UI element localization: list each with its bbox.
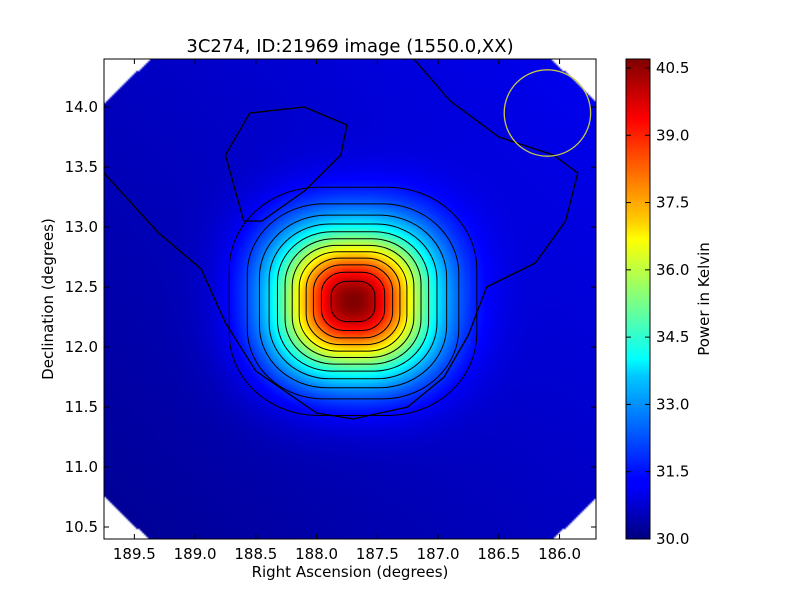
contour-line (330, 280, 376, 323)
chart-title: 3C274, ID:21969 image (1550.0,XX) (186, 36, 513, 57)
contour-line (246, 203, 460, 400)
colorbar-tick-label: 31.5 (656, 463, 689, 481)
colorbar-tick-label: 34.5 (656, 328, 689, 346)
contour-line (284, 238, 422, 365)
y-tick-label: 11.0 (65, 458, 98, 476)
contour-line-outer (104, 59, 579, 420)
x-tick-label: 189.5 (113, 545, 156, 563)
plot-area: 189.5 189.0 188.5 188.0 187.5 187.0 186.5 186.0… (65, 58, 597, 563)
y-tick-label: 14.0 (65, 98, 98, 116)
contour-line (268, 223, 438, 380)
contour-line-loop (224, 106, 348, 222)
x-tick-label: 187.5 (356, 545, 399, 563)
colorbar: 30.0 31.5 33.0 34.5 36.0 37.5 39.0 40.5 (625, 58, 689, 548)
x-tick-label: 186.0 (538, 545, 581, 563)
contour-line (291, 244, 415, 358)
colorbar-tick-label: 30.0 (656, 530, 689, 548)
y-tick-label: 13.5 (65, 158, 98, 176)
heatmap-image (104, 59, 596, 539)
x-tick-label: 187.0 (417, 545, 460, 563)
colorbar-tick-label: 39.0 (656, 126, 689, 144)
colorbar-tick-label: 37.5 (656, 194, 689, 212)
colorbar-gradient (625, 58, 651, 540)
contour-line (298, 251, 408, 352)
contour-line (312, 264, 394, 339)
colorbar-tick-label: 33.0 (656, 395, 689, 413)
contour-line (258, 214, 448, 389)
y-tick-label: 12.0 (65, 338, 98, 356)
colorbar-ticks: 30.0 31.5 33.0 34.5 36.0 37.5 39.0 40.5 (626, 59, 689, 548)
contour-lines (104, 59, 579, 420)
y-axis-ticks: 10.5 11.0 11.5 12.0 12.5 13.0 13.5 14.0 (65, 98, 596, 536)
y-tick-label: 12.5 (65, 278, 98, 296)
x-axis-ticks: 189.5 189.0 188.5 188.0 187.5 187.0 186.5 186.0 (113, 59, 581, 563)
colorbar-tick-label: 40.5 (656, 59, 689, 77)
beam-circle (503, 69, 592, 157)
y-tick-label: 10.5 (65, 518, 98, 536)
contour-line (305, 257, 401, 346)
y-tick-label: 13.0 (65, 218, 98, 236)
y-tick-label: 11.5 (65, 398, 98, 416)
x-tick-label: 186.5 (477, 545, 520, 563)
colorbar-tick-label: 36.0 (656, 261, 689, 279)
x-tick-label: 189.0 (174, 545, 217, 563)
contour-line (276, 231, 430, 372)
x-tick-label: 188.5 (234, 545, 277, 563)
y-axis-label: Declination (degrees) (39, 218, 57, 380)
plot-frame (103, 58, 597, 540)
contour-line (228, 186, 478, 417)
contour-line (320, 271, 386, 332)
x-tick-label: 188.0 (295, 545, 338, 563)
x-axis-label: Right Ascension (degrees) (252, 563, 449, 581)
colorbar-label: Power in Kelvin (695, 242, 713, 356)
